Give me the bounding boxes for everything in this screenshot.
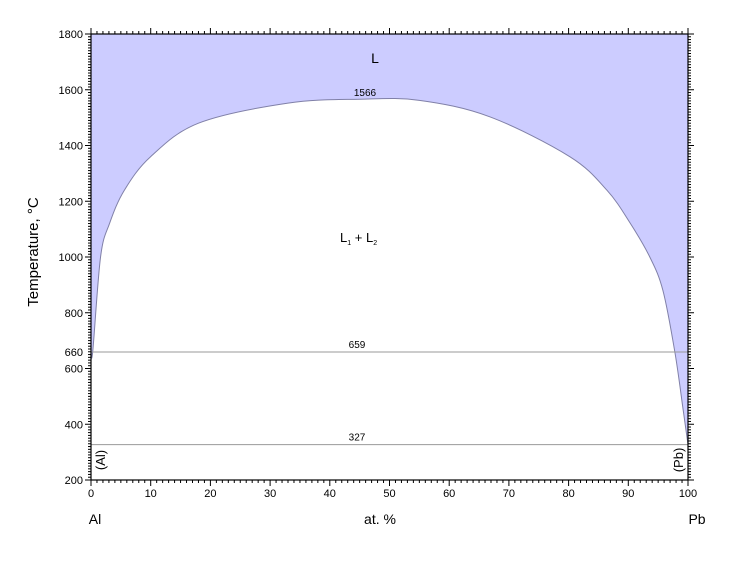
label-al-phase: (Al) [93,450,108,470]
x-tick-label: 90 [622,488,634,500]
y-tick-label: 1200 [59,196,83,208]
y-tick-label: 800 [65,308,83,320]
x-tick-label: 20 [204,488,216,500]
y-tick-label: 200 [65,475,83,487]
y-tick-label: 600 [65,364,83,376]
y-tick-label: 1400 [59,141,83,153]
y-tick-label: 1600 [59,85,83,97]
x-tick-label: 70 [503,488,515,500]
y-tick-label-660: 660 [65,347,83,359]
y-axis-label: Temperature, °C [25,197,42,307]
x-tick-label: 30 [264,488,276,500]
x-left-element: Al [89,511,101,527]
y-tick-label: 1800 [59,29,83,41]
x-tick-label: 40 [324,488,336,500]
x-tick-label: 10 [145,488,157,500]
x-tick-label: 100 [679,488,697,500]
x-tick-label: 50 [383,488,395,500]
label-max-temp: 1566 [354,88,377,99]
label-liquid: L [371,50,379,66]
isotherm-label: 659 [349,340,366,351]
label-two-liquids: L1 + L2 [340,230,377,247]
x-axis-label: at. % [364,511,396,527]
y-tick-label: 1000 [59,252,83,264]
x-right-element: Pb [688,511,705,527]
label-pb-phase: (Pb) [671,448,686,473]
x-tick-label: 0 [88,488,94,500]
liquid-region-fill [91,34,688,445]
x-tick-label: 60 [443,488,455,500]
miscibility-gap-curve [90,98,689,445]
x-tick-label: 80 [562,488,574,500]
isotherm-label: 327 [349,433,366,444]
plot-frame [90,33,689,481]
y-tick-label: 400 [65,419,83,431]
